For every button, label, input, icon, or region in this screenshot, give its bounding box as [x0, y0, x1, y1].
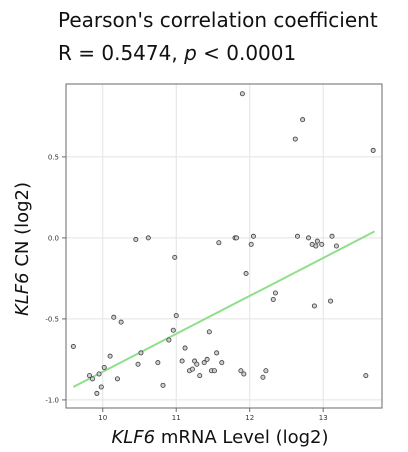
scatter-point-12: [135, 361, 141, 367]
y-axis-label-italic: KLF6: [12, 272, 33, 316]
scatter-point-9: [114, 376, 120, 382]
scatter-point-17: [166, 337, 172, 343]
title-line-2-prefix: R = 0.5474,: [58, 41, 184, 65]
scatter-point-40: [241, 371, 247, 377]
scatter-point-43: [250, 233, 256, 239]
scatter-point-28: [201, 360, 207, 366]
scatter-point-48: [292, 136, 298, 142]
y-tick-label-3: 0.5: [48, 153, 59, 161]
scatter-point-37: [233, 235, 239, 241]
scatter-point-24: [189, 366, 195, 372]
scatter-point-15: [155, 360, 161, 366]
x-axis-label-italic: KLF6: [111, 427, 155, 448]
x-tick-label-0: 10: [98, 414, 107, 422]
scatter-point-38: [238, 368, 244, 374]
scatter-point-30: [206, 329, 212, 335]
plot-area: 10 11 12 13 -1.0 -0.5 0.0 0.5: [45, 83, 383, 422]
scatter-point-27: [197, 373, 203, 379]
scatter-point-21: [179, 358, 185, 364]
scatter-point-22: [182, 345, 188, 351]
scatter-point-59: [333, 243, 339, 249]
scatter-point-0: [70, 343, 76, 349]
scatter-point-55: [314, 238, 320, 244]
x-tick-label-1: 11: [172, 414, 181, 422]
scatter-point-6: [101, 364, 107, 370]
scatter-point-8: [111, 314, 117, 320]
scatter-point-54: [313, 243, 319, 249]
scatter-point-18: [170, 327, 176, 333]
scatter-point-47: [272, 290, 278, 296]
tick-layer: 10 11 12 13 -1.0 -0.5 0.0 0.5: [45, 153, 327, 422]
chart-title-line-1: Pearson's correlation coefficient: [58, 8, 378, 32]
trend-line: [72, 230, 376, 388]
plot-frame: [65, 83, 383, 409]
scatter-point-33: [214, 350, 220, 356]
scatter-point-51: [306, 235, 312, 241]
scatter-point-49: [294, 233, 300, 239]
scatter-point-61: [370, 147, 376, 153]
scatter-point-50: [300, 117, 306, 123]
scatter-point-29: [204, 356, 210, 362]
scatter-point-16: [160, 382, 166, 388]
scatter-point-34: [216, 240, 222, 246]
y-axis-label: KLF6 CN (log2): [12, 182, 33, 316]
y-tick-label-2: 0.0: [48, 234, 59, 242]
scatter-point-3: [94, 390, 100, 396]
y-axis-label-rest: CN (log2): [12, 182, 33, 272]
scatter-point-44: [260, 374, 266, 380]
points-layer: [70, 91, 376, 396]
trend-layer: [72, 230, 376, 388]
scatter-point-58: [329, 233, 335, 239]
scatter-point-57: [328, 298, 334, 304]
scatter-point-45: [263, 368, 269, 374]
scatter-point-42: [248, 241, 254, 247]
scatter-point-14: [145, 235, 151, 241]
scatter-point-39: [239, 91, 245, 97]
scatter-point-46: [270, 296, 276, 302]
title-line-2-italic: p: [183, 41, 197, 65]
scatter-point-4: [96, 371, 102, 377]
x-tick-label-2: 12: [245, 414, 254, 422]
scatter-point-20: [173, 313, 179, 319]
x-tick-label-3: 13: [319, 414, 328, 422]
chart-title-line-2: R = 0.5474, p < 0.0001: [58, 41, 296, 65]
scatter-point-41: [243, 271, 249, 277]
scatter-point-53: [311, 303, 317, 309]
scatter-point-10: [118, 319, 124, 325]
scatter-point-2: [89, 376, 95, 382]
y-tick-label-0: -1.0: [45, 396, 59, 404]
title-line-2-suffix: < 0.0001: [197, 41, 296, 65]
scatter-point-60: [363, 373, 369, 379]
x-axis-label-rest: mRNA Level (log2): [155, 427, 328, 448]
scatter-point-32: [211, 368, 217, 374]
scatter-point-5: [98, 384, 104, 390]
scatter-point-7: [107, 353, 113, 359]
scatter-point-19: [172, 254, 178, 260]
scatter-point-13: [138, 350, 144, 356]
scatter-point-26: [194, 361, 200, 367]
scatter-point-1: [87, 373, 93, 379]
x-axis-label: KLF6 mRNA Level (log2): [111, 427, 328, 448]
scatter-point-56: [319, 241, 325, 247]
scatter-point-35: [219, 360, 225, 366]
scatter-point-11: [133, 237, 139, 243]
y-tick-label-1: -0.5: [45, 315, 59, 323]
